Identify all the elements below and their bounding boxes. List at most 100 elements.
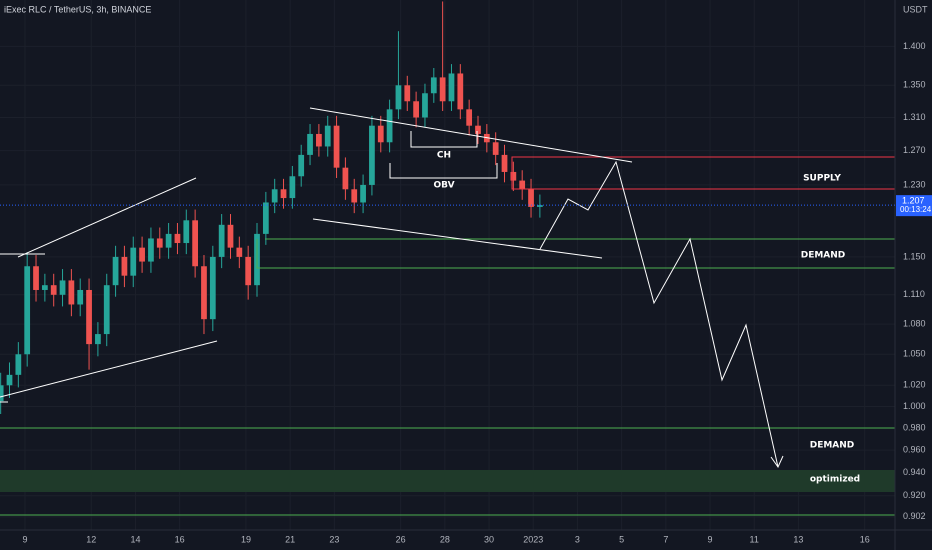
y-tick-label: 1.150	[903, 251, 926, 261]
axes: 1.400 1.350 1.310 1.270 1.230 1.150 1.110 1.080…	[0, 41, 932, 544]
annotation: optimized	[810, 475, 860, 485]
chart-title: iExec RLC / TetherUS, 3h, BINANCE	[4, 4, 151, 14]
candle-body	[475, 125, 481, 134]
candle-body	[262, 202, 269, 234]
annotation: DEMAND	[810, 441, 855, 451]
annotation: OBV	[433, 181, 454, 191]
x-tick-label: 13	[793, 534, 803, 544]
y-tick-label: 0.960	[903, 445, 926, 455]
candle-body	[201, 266, 207, 320]
candles	[0, 1, 543, 415]
candle-body	[351, 189, 358, 203]
candle-body	[528, 189, 534, 207]
candle-body	[245, 256, 252, 286]
candle-body	[50, 285, 57, 295]
x-tick-label: 23	[329, 534, 339, 544]
x-tick-label: 2023	[523, 534, 543, 544]
x-tick-label: 5	[619, 534, 624, 544]
candle-body	[271, 189, 278, 203]
x-tick-label: 16	[860, 534, 870, 544]
last-price-label: 1.207	[902, 196, 925, 206]
candle-body	[501, 154, 508, 172]
candle-body	[537, 205, 543, 207]
annotation: DEMAND	[801, 251, 846, 261]
candle-body	[174, 233, 181, 244]
y-tick-label: 1.050	[903, 349, 926, 359]
candle-body	[165, 233, 172, 248]
annotation: CH	[437, 151, 451, 161]
candle-body	[0, 385, 4, 402]
candle-body	[33, 266, 39, 290]
obv-bracket	[389, 163, 498, 179]
candle-body	[183, 220, 190, 244]
candle-body	[377, 125, 384, 143]
y-tick-label: 1.080	[903, 318, 926, 328]
x-tick-label: 12	[86, 534, 96, 544]
ch-bracket	[410, 131, 478, 148]
y-tick-label: 1.400	[903, 41, 926, 51]
x-tick-label: 16	[175, 534, 185, 544]
candle-body	[218, 224, 225, 257]
candle-body	[492, 142, 499, 155]
candle-body	[457, 73, 464, 110]
candle-body	[369, 125, 375, 185]
candle-body	[6, 374, 13, 386]
candle-body	[289, 176, 296, 199]
candle-body	[430, 77, 437, 94]
x-tick-label: 21	[285, 534, 295, 544]
candle-body	[112, 256, 119, 286]
x-tick-label: 14	[130, 534, 140, 544]
trendline	[17, 177, 197, 258]
annotation: SUPPLY	[803, 174, 841, 184]
trendline	[312, 218, 603, 259]
candle-body	[209, 256, 216, 320]
candle-body	[192, 220, 199, 267]
x-tick-label: 30	[484, 534, 494, 544]
candle-body	[156, 238, 163, 248]
candle-body	[324, 125, 331, 147]
candle-body	[41, 285, 48, 290]
candle-body	[103, 285, 110, 335]
y-tick-label: 1.000	[903, 401, 926, 411]
candle-body	[422, 93, 428, 118]
countdown-label: 00:13:24	[900, 205, 932, 214]
candle-body	[413, 101, 419, 118]
candle-body	[307, 133, 313, 155]
y-tick-label: 1.350	[903, 80, 926, 90]
y-tick-label: 1.310	[903, 112, 926, 122]
arrow-head	[770, 455, 784, 469]
x-tick-label: 28	[440, 534, 450, 544]
candle-body	[466, 109, 473, 126]
candle-body	[130, 247, 137, 276]
x-tick-label: 19	[241, 534, 251, 544]
x-tick-label: 7	[663, 534, 668, 544]
x-tick-label: 26	[396, 534, 406, 544]
candle-body	[15, 354, 22, 375]
x-tick-label: 9	[22, 534, 27, 544]
candle-body	[510, 171, 517, 181]
candle-body	[95, 334, 101, 345]
optimized-zone	[0, 470, 895, 492]
candle-body	[360, 184, 366, 203]
y-tick-label: 1.270	[903, 145, 926, 155]
y-tick-label: 0.902	[903, 511, 926, 521]
x-tick-label: 11	[750, 534, 759, 544]
candle-body	[316, 133, 322, 147]
candle-body	[280, 189, 287, 199]
drawings	[0, 107, 896, 516]
candle-body	[448, 73, 455, 102]
candle-body	[236, 247, 243, 257]
last-price-box	[896, 195, 932, 217]
candle-body	[342, 167, 349, 190]
candle-body	[148, 238, 154, 262]
y-tick-label: 1.230	[903, 179, 926, 189]
candle-body	[139, 247, 145, 262]
candle-body	[24, 266, 31, 355]
y-tick-label: 1.020	[903, 380, 926, 390]
axis-unit: USDT	[903, 4, 928, 14]
x-tick-label: 9	[708, 534, 713, 544]
candle-body	[404, 85, 411, 102]
candle-body	[333, 125, 340, 168]
candle-body	[121, 256, 128, 276]
